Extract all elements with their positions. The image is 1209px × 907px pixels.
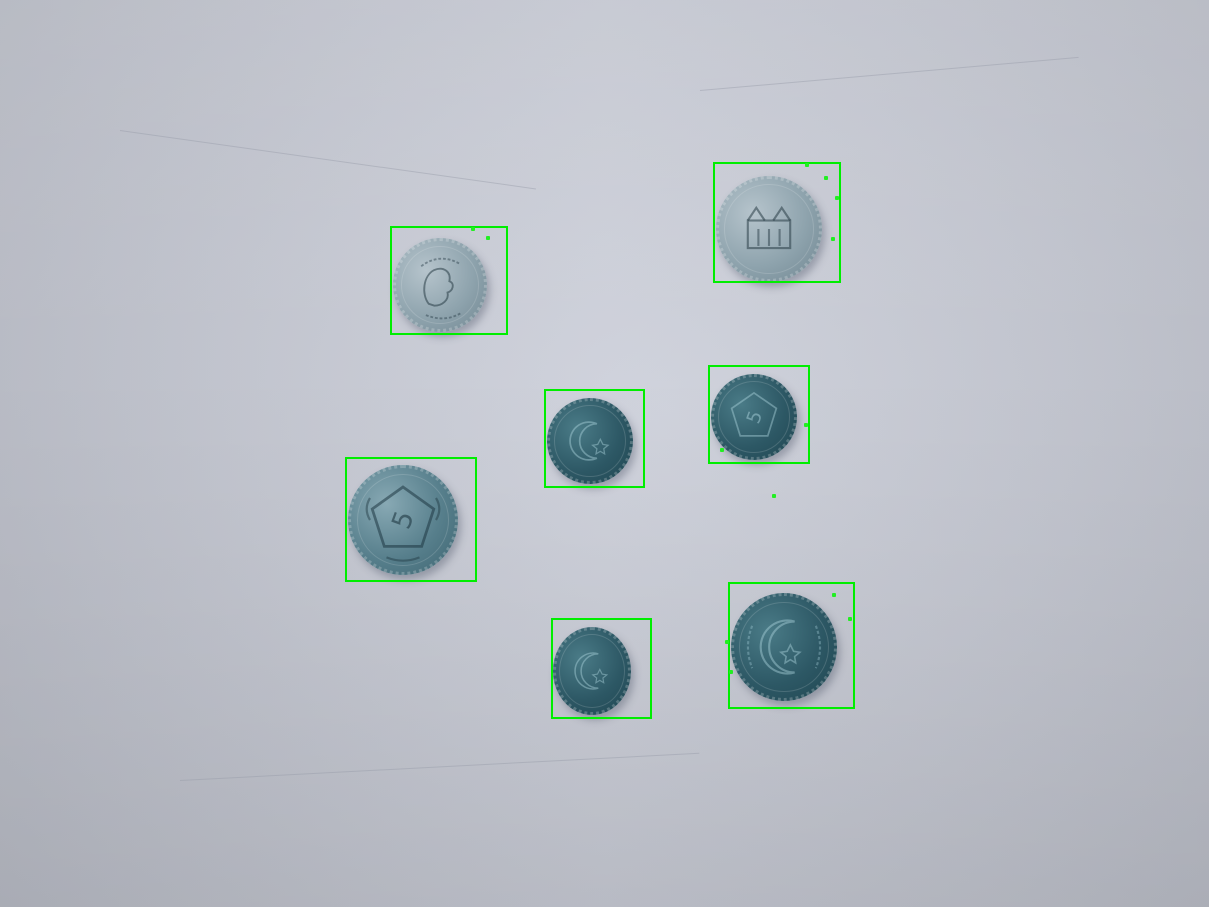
detection-box — [551, 618, 652, 719]
detection-box — [345, 457, 477, 582]
coin-silver-building — [716, 176, 822, 282]
crescent-star-icon — [746, 619, 822, 675]
noise-speck — [772, 494, 776, 498]
coin-five-large: 5 — [348, 465, 458, 575]
coin-dark-crescent-small — [547, 398, 633, 484]
detection-box — [390, 226, 508, 335]
building-relief-icon — [746, 205, 792, 250]
detection-box — [708, 365, 810, 464]
detection-box — [544, 389, 645, 488]
noise-speck — [835, 196, 839, 200]
coin-dark-five-small: 5 — [711, 374, 797, 460]
pentagon-five-icon: 5 — [730, 391, 778, 437]
noise-speck — [831, 237, 835, 241]
crescent-star-icon — [574, 652, 609, 690]
portrait-relief-icon — [420, 257, 462, 320]
noise-speck — [848, 617, 852, 621]
crescent-star-icon — [569, 421, 610, 461]
noise-speck — [805, 163, 809, 167]
noise-speck — [471, 227, 475, 231]
noise-speck — [832, 593, 836, 597]
noise-speck — [725, 640, 729, 644]
pentagon-five-icon: 5 — [365, 485, 441, 562]
noise-speck — [729, 670, 733, 674]
detection-box — [728, 582, 855, 709]
coin-dark-crescent-large — [731, 593, 837, 701]
noise-speck — [804, 423, 808, 427]
coin-silver-portrait — [393, 238, 487, 332]
noise-speck — [486, 236, 490, 240]
noise-speck — [720, 448, 724, 452]
coin-dark-crescent-bottom — [553, 627, 631, 715]
detection-box — [713, 162, 841, 283]
noise-speck — [824, 176, 828, 180]
